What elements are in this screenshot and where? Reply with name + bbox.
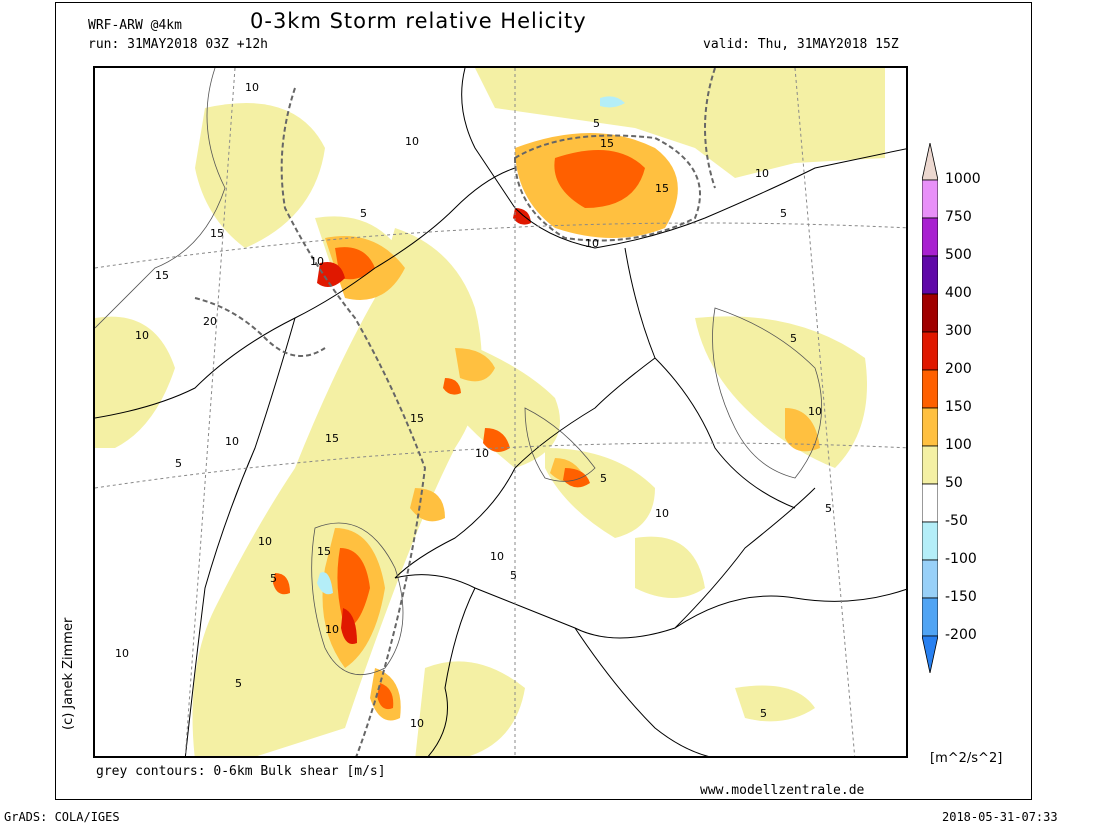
colorbar-segment-100_150 — [922, 407, 938, 447]
model-label: WRF-ARW @4km — [88, 18, 182, 33]
valid-label: valid: Thu, 31MAY2018 15Z — [703, 37, 899, 52]
helicity-negative-areas — [317, 96, 625, 595]
contour-label: 15 — [210, 227, 224, 240]
colorbar-segment-200_300 — [922, 331, 938, 371]
contour-label: 5 — [790, 332, 797, 345]
contour-label: 5 — [360, 207, 367, 220]
contour-label: 10 — [585, 237, 599, 250]
colorbar-top-arrow — [922, 143, 938, 181]
colorbar-segment-50_100 — [922, 445, 938, 485]
contour-label: 10 — [310, 255, 324, 268]
grads-label: GrADS: COLA/IGES — [4, 810, 120, 824]
map-fields — [95, 68, 906, 756]
colorbar-segment--100_-50 — [922, 521, 938, 561]
contour-label: 10 — [755, 167, 769, 180]
timestamp-label: 2018-05-31-07:33 — [942, 810, 1058, 824]
contour-label: 20 — [203, 315, 217, 328]
colorbar-segment-400_500 — [922, 255, 938, 295]
contour-label: 5 — [600, 472, 607, 485]
contour-label: 10 — [490, 550, 504, 563]
contour-label: 10 — [135, 329, 149, 342]
colorbar-segment--200_-150 — [922, 597, 938, 637]
colorbar-tick-label: 500 — [945, 247, 972, 263]
contours-note: grey contours: 0-6km Bulk shear [m/s] — [96, 764, 386, 779]
colorbar-tick-label: -150 — [945, 589, 977, 605]
contour-label: 15 — [155, 269, 169, 282]
contour-label: 15 — [317, 545, 331, 558]
contour-label: 5 — [270, 572, 277, 585]
colorbar-tick-label: -100 — [945, 551, 977, 567]
helicity-map: 10 10 5 15 10 5 15 10 20 15 10 5 10 15 1… — [93, 66, 908, 758]
contour-label: 5 — [235, 677, 242, 690]
colorbar-segment-500_750 — [922, 217, 938, 257]
colorbar-segment-300_400 — [922, 293, 938, 333]
helicity-150-200-areas — [273, 150, 645, 710]
shear-contours-dashed — [194, 68, 716, 756]
contour-label: 15 — [410, 412, 424, 425]
contour-label: 5 — [780, 207, 787, 220]
contour-label: 10 — [405, 135, 419, 148]
shear-contours-solid — [95, 68, 823, 676]
colorbar-tick-label: 200 — [945, 361, 972, 377]
contour-label: 10 — [245, 81, 259, 94]
colorbar-tick-label: 150 — [945, 399, 972, 415]
colorbar-tick-label: -50 — [945, 513, 968, 529]
colorbar-segment--50_50 — [922, 483, 938, 523]
contour-label: 5 — [825, 502, 832, 515]
helicity-200-300-areas — [317, 208, 531, 644]
contour-label: 10 — [258, 535, 272, 548]
contour-label: 10 — [655, 507, 669, 520]
plot-frame — [55, 2, 1032, 800]
colorbar-tick-label: 50 — [945, 475, 963, 491]
country-borders — [95, 68, 906, 756]
contour-label: 15 — [600, 137, 614, 150]
contour-label: 5 — [175, 457, 182, 470]
colorbar-tick-label: 1000 — [945, 171, 981, 187]
contour-label: 10 — [115, 647, 129, 660]
contour-label: 10 — [808, 405, 822, 418]
contour-label: 10 — [225, 435, 239, 448]
credit-label: (c) Janek Zimmer — [61, 617, 76, 730]
contour-label: 10 — [410, 717, 424, 730]
run-label: run: 31MAY2018 03Z +12h — [88, 37, 269, 52]
website-label: www.modellzentrale.de — [700, 783, 865, 798]
contour-label: 10 — [325, 623, 339, 636]
contour-label: 5 — [760, 707, 767, 720]
colorbar-tick-label: 300 — [945, 323, 972, 339]
graticule — [95, 68, 906, 756]
colorbar-tick-label: -200 — [945, 627, 977, 643]
contour-label: 5 — [593, 117, 600, 130]
contour-label: 5 — [510, 569, 517, 582]
contour-label: 15 — [325, 432, 339, 445]
colorbar-tick-label: 400 — [945, 285, 972, 301]
colorbar-segment--150_-100 — [922, 559, 938, 599]
colorbar-segment-150_200 — [922, 369, 938, 409]
colorbar-tick-label: 100 — [945, 437, 972, 453]
colorbar — [922, 143, 938, 673]
units-label: [m^2/s^2] — [930, 751, 1003, 766]
colorbar-tick-label: 750 — [945, 209, 972, 225]
contour-label: 15 — [655, 182, 669, 195]
contour-label: 10 — [475, 447, 489, 460]
colorbar-segment-750_1000 — [922, 179, 938, 219]
chart-title: 0-3km Storm relative Helicity — [250, 9, 587, 33]
colorbar-bottom-arrow — [922, 635, 938, 673]
